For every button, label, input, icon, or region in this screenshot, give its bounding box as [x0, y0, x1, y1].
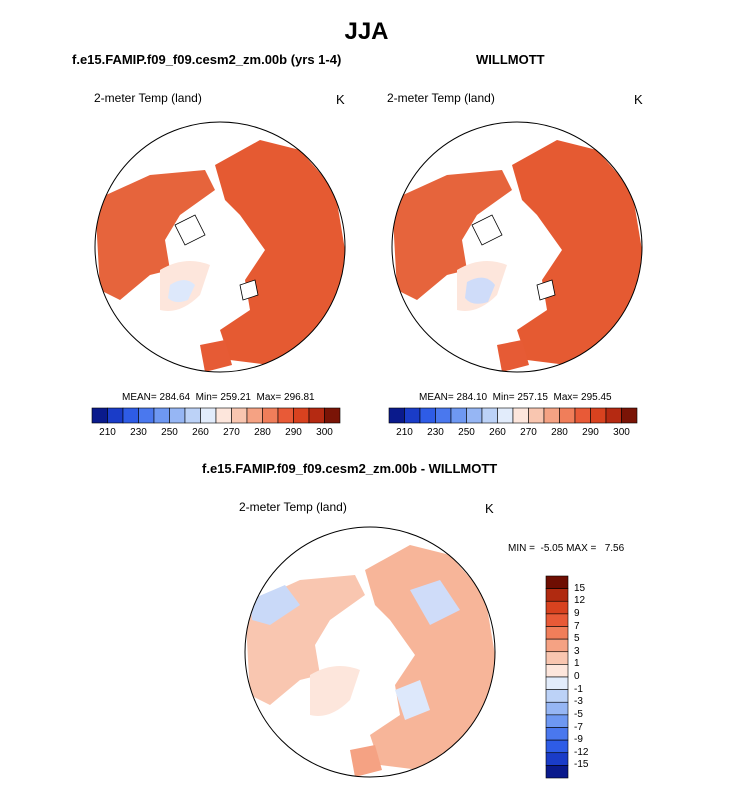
colorbar-diff — [545, 575, 569, 779]
colorbar-box — [545, 626, 569, 640]
colorbar-box — [231, 407, 248, 424]
colorbar-box — [169, 407, 186, 424]
colorbar-tick-label: 1 — [574, 658, 580, 670]
colorbar-box — [545, 651, 569, 665]
colorbar-tick-label: 3 — [574, 645, 580, 657]
panel-model-stats: MEAN= 284.64 Min= 259.21 Max= 296.81 — [122, 392, 315, 403]
colorbar-tick-label: 210 — [396, 427, 413, 438]
colorbar-box — [497, 407, 514, 424]
colorbar-box — [293, 407, 310, 424]
colorbar-tick-label: 300 — [613, 427, 630, 438]
colorbar-box — [605, 407, 622, 424]
colorbar-obs — [388, 407, 638, 424]
colorbar-box — [419, 407, 436, 424]
colorbar-box — [545, 638, 569, 653]
colorbar-box — [450, 407, 467, 424]
colorbar-box — [215, 407, 232, 424]
colorbar-tick-label: 230 — [427, 427, 444, 438]
colorbar-box — [324, 407, 341, 424]
colorbar-tick-label: -1 — [574, 683, 583, 695]
colorbar-tick-label: 290 — [582, 427, 599, 438]
colorbar-tick-label: 280 — [254, 427, 271, 438]
colorbar-box — [574, 407, 591, 424]
colorbar-tick-label: 260 — [489, 427, 506, 438]
colorbar-tick-label: 300 — [316, 427, 333, 438]
panel-model-title: f.e15.FAMIP.f09_f09.cesm2_zm.00b (yrs 1-… — [72, 52, 342, 67]
colorbar-box — [153, 407, 170, 424]
panel-diff-title: f.e15.FAMIP.f09_f09.cesm2_zm.00b - WILLM… — [202, 461, 498, 476]
colorbar-tick-label: 210 — [99, 427, 116, 438]
colorbar-box — [545, 600, 569, 615]
colorbar-box — [545, 714, 569, 728]
colorbar-box — [559, 407, 576, 424]
panel-diff-variable: 2-meter Temp (land) — [239, 500, 347, 514]
map-obs — [391, 121, 643, 373]
panel-diff-units: K — [485, 501, 494, 516]
colorbar-tick-label: 250 — [161, 427, 178, 438]
colorbar-box — [545, 664, 569, 678]
colorbar-tick-label: 15 — [574, 582, 586, 594]
colorbar-box — [246, 407, 263, 424]
colorbar-box — [543, 407, 560, 424]
colorbar-box — [435, 407, 452, 424]
colorbar-box — [545, 752, 569, 766]
colorbar-tick-label: 9 — [574, 607, 580, 619]
colorbar-tick-label: 5 — [574, 633, 580, 645]
colorbar-tick-label: 290 — [285, 427, 302, 438]
colorbar-box — [200, 407, 217, 424]
panel-obs-variable: 2-meter Temp (land) — [387, 91, 495, 105]
panel-model-units: K — [336, 92, 345, 107]
colorbar-box — [545, 765, 569, 779]
colorbar-box — [545, 689, 569, 703]
colorbar-box — [122, 407, 139, 424]
colorbar-box — [545, 739, 569, 754]
colorbar-box — [621, 407, 638, 424]
colorbar-tick-label: 7 — [574, 620, 580, 632]
colorbar-tick-label: -3 — [574, 696, 583, 708]
colorbar-tick-label: 0 — [574, 671, 580, 682]
colorbar-tick-label: 270 — [520, 427, 537, 438]
panel-diff-stats: MIN = -5.05 MAX = 7.56 — [508, 543, 625, 554]
colorbar-tick-label: -9 — [574, 734, 583, 746]
colorbar-box — [308, 407, 325, 424]
colorbar-box — [545, 588, 569, 602]
panel-obs-units: K — [634, 92, 643, 107]
colorbar-box — [545, 701, 569, 716]
colorbar-tick-label: 270 — [223, 427, 240, 438]
panel-obs-stats: MEAN= 284.10 Min= 257.15 Max= 295.45 — [419, 392, 612, 403]
colorbar-box — [107, 407, 124, 424]
map-diff — [244, 526, 496, 778]
colorbar-box — [277, 407, 294, 424]
colorbar-box — [404, 407, 421, 424]
colorbar-box — [388, 407, 405, 424]
colorbar-box — [545, 727, 569, 741]
panel-obs-title: WILLMOTT — [476, 52, 545, 67]
page-title: JJA — [344, 18, 389, 45]
colorbar-box — [512, 407, 529, 424]
colorbar-box — [545, 575, 569, 589]
colorbar-box — [184, 407, 201, 424]
colorbar-tick-label: -12 — [574, 746, 589, 758]
colorbar-box — [481, 407, 498, 424]
colorbar-tick-label: 260 — [192, 427, 209, 438]
colorbar-tick-label: -7 — [574, 721, 583, 733]
colorbar-tick-label: 250 — [458, 427, 475, 438]
colorbar-tick-label: 230 — [130, 427, 147, 438]
colorbar-tick-label: -5 — [574, 708, 583, 720]
colorbar-box — [262, 407, 279, 424]
colorbar-box — [545, 676, 569, 690]
colorbar-box — [466, 407, 483, 424]
colorbar-box — [528, 407, 545, 424]
map-model — [94, 121, 346, 373]
colorbar-box — [138, 407, 155, 424]
colorbar-tick-label: 280 — [551, 427, 568, 438]
colorbar-model — [91, 407, 341, 424]
colorbar-box — [91, 407, 108, 424]
colorbar-tick-label: -15 — [574, 759, 589, 771]
colorbar-box — [590, 407, 607, 424]
colorbar-box — [545, 613, 569, 627]
colorbar-tick-label: 12 — [574, 595, 586, 607]
panel-model-variable: 2-meter Temp (land) — [94, 91, 202, 105]
